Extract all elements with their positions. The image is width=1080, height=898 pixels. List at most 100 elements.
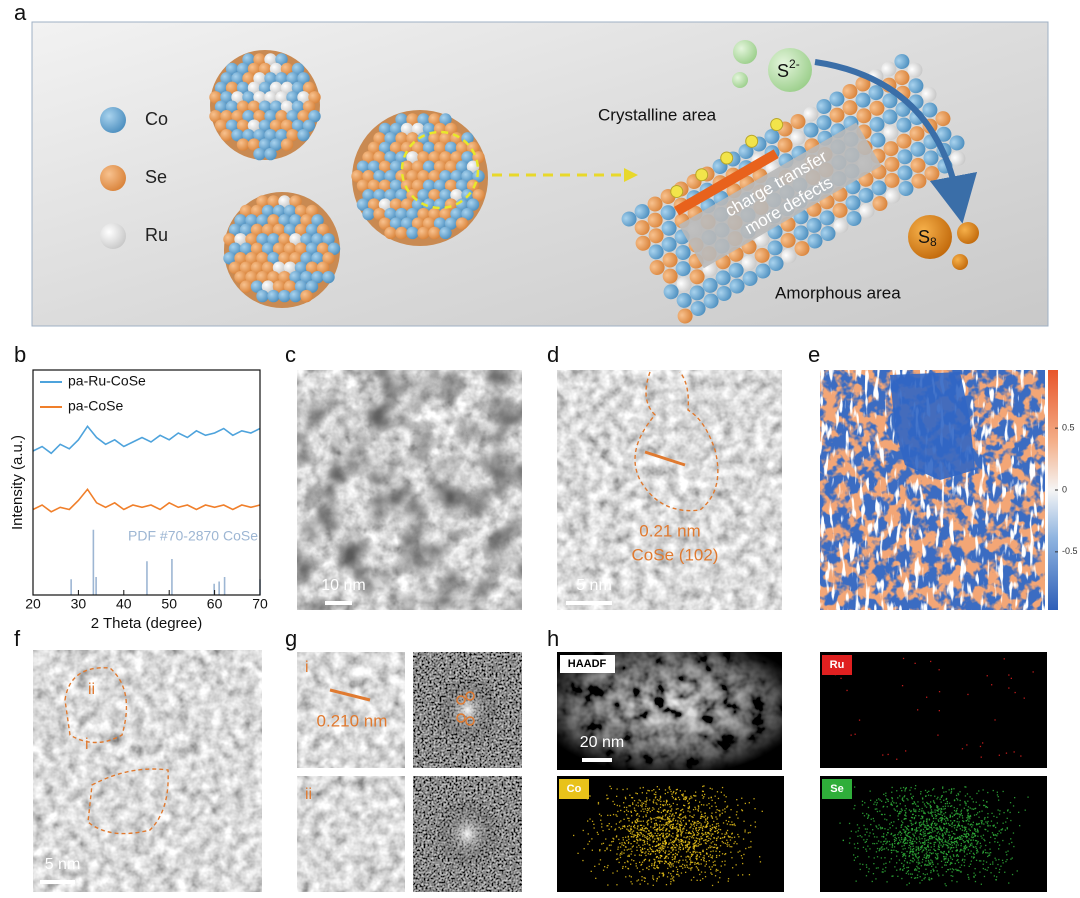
eds-dot [958,835,961,838]
eds-dot [914,855,917,857]
eds-dot [638,815,640,817]
eds-dot [673,876,675,878]
eds-dot [926,820,928,822]
eds-dot [639,861,641,863]
atom [362,170,375,183]
legend-atom [100,107,126,133]
eds-dot [930,795,932,797]
eds-dot [659,806,662,808]
eds-dot [660,855,663,857]
eds-dot [595,877,597,879]
eds-dot [951,830,953,833]
eds-dot [656,799,659,801]
atom [384,132,397,145]
eds-dot [869,790,871,792]
eds-dot [899,812,901,815]
eds-dot [958,813,960,815]
eds-dot [971,808,973,810]
eds-dot [909,842,911,844]
atom [250,280,264,293]
eds-dot [723,836,726,839]
eds-dot [693,876,695,878]
eds-dot [664,840,666,842]
atom [311,252,324,265]
eds-dot [1016,870,1018,872]
eds-dot [876,842,878,845]
eds-dot [931,860,933,862]
eds-dot [908,855,910,858]
eds-dot [646,837,648,839]
atom [790,114,806,130]
eds-dot [669,861,671,863]
atom [239,261,253,274]
eds-dot [706,804,708,806]
eds-dot [973,856,975,858]
atom [661,236,677,252]
atom [272,204,286,218]
eds-dot [897,851,899,853]
eds-dot [596,831,598,834]
eds-dot [858,827,860,829]
eds-dot [654,845,656,847]
eds-dot [646,867,648,869]
eds-dot [671,846,673,848]
eds-dot [662,872,664,874]
eds-dot [631,797,634,799]
panel-label: g [285,626,297,651]
eds-dot [951,880,953,882]
eds-dot [872,873,875,875]
eds-dot [896,805,899,807]
eds-dot [720,791,722,793]
eds-dot [690,823,692,825]
atom [373,207,386,221]
eds-dot [677,835,679,838]
eds-dot [1010,819,1012,822]
atom [264,110,277,123]
eds-dot [861,800,864,802]
eds-dot [940,850,942,853]
eds-dot [880,813,883,816]
eds-dot [696,857,698,860]
atom [322,233,335,246]
eds-dot [1008,687,1010,689]
eds-dot [634,827,636,829]
region-label: ii [88,681,95,698]
eds-dot [951,844,953,846]
eds-dot [932,789,934,791]
eds-dot [699,879,702,881]
eds-dot [965,802,967,804]
atom [767,240,783,256]
eds-dot [925,849,927,851]
eds-dot [691,797,693,799]
eds-dot [916,857,919,859]
eds-dot [655,823,658,825]
eds-dot [930,862,932,864]
eds-dot [616,788,618,790]
eds-dot [673,817,675,819]
atom [278,289,291,303]
eds-dot [938,813,940,815]
eds-dot [922,810,924,812]
eds-dot [951,823,953,825]
atom [845,195,861,211]
atom [450,207,463,221]
eds-dot [660,811,662,814]
atom [280,119,294,132]
eds-dot [956,848,958,851]
eds-dot [981,810,983,812]
eds-dot [924,864,926,866]
eds-dot [895,839,897,841]
eds-dot [923,878,925,880]
eds-dot [985,821,987,823]
eds-dot [645,803,647,805]
eds-dot [665,837,667,839]
eds-dot [932,868,934,870]
eds-dot [642,868,644,871]
eds-dot [921,834,923,836]
atom [264,72,277,85]
eds-dot [998,754,1000,756]
eds-dot [654,826,656,828]
eds-dot [621,827,624,829]
eds-dot [869,832,871,834]
eds-dot [664,839,666,841]
